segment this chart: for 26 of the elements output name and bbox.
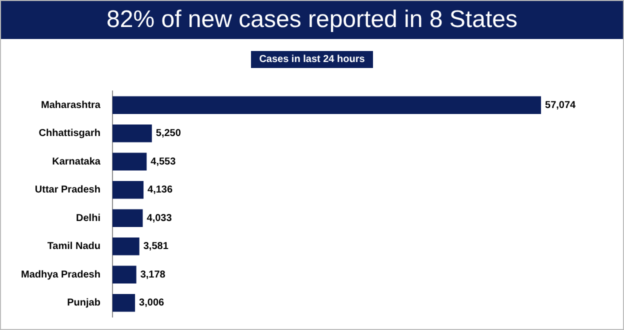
data-label: 3,178 [140, 269, 166, 280]
bar [112, 266, 136, 284]
data-label: 5,250 [156, 128, 182, 140]
data-label: 4,553 [150, 156, 176, 168]
data-label: 57,074 [545, 100, 576, 111]
bar [112, 180, 144, 199]
y-tick-label: Punjab [67, 298, 100, 309]
y-tick-label: Delhi [76, 212, 101, 224]
bar [112, 209, 143, 228]
data-label: 3,006 [139, 298, 165, 309]
y-tick-label: Uttar Pradesh [34, 184, 100, 196]
bar [112, 237, 140, 256]
bar [112, 294, 136, 312]
y-tick-label: Madhya Pradesh [20, 269, 100, 280]
data-label: 4,136 [148, 184, 173, 196]
data-label: 4,033 [146, 212, 172, 224]
y-tick-label: Tamil Nadu [47, 241, 100, 252]
chart-title: 82% of new cases reported in 8 States [1, 1, 623, 39]
bar [112, 124, 152, 142]
chart-subtitle: Cases in last 24 hours [251, 51, 373, 68]
data-label: 3,581 [143, 241, 169, 252]
y-tick-label: Karnataka [52, 156, 101, 168]
y-tick-label: Chhattisgarh [38, 128, 100, 140]
bar [112, 96, 542, 114]
y-tick-label: Maharashtra [41, 100, 101, 111]
bar [112, 152, 147, 171]
